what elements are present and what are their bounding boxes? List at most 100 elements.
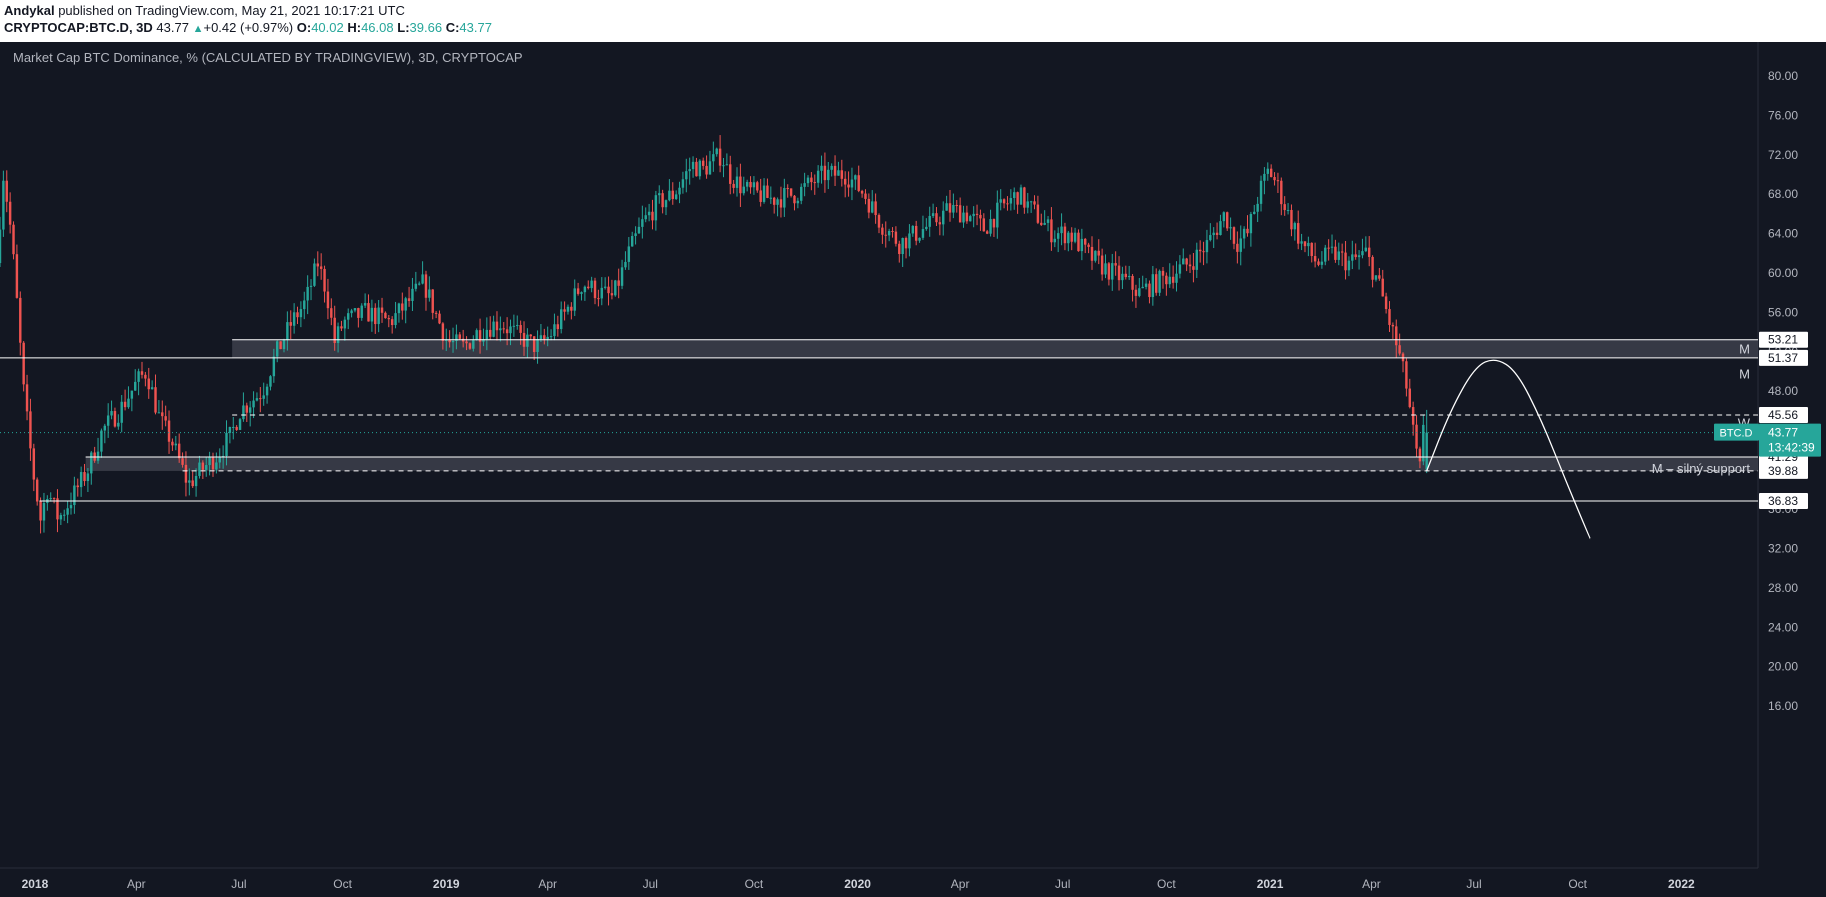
candle-body xyxy=(526,334,529,347)
candle-body xyxy=(394,313,397,326)
candle-body xyxy=(563,309,566,312)
price-tag-box xyxy=(1759,423,1821,457)
candle-body xyxy=(100,430,103,452)
candle-body xyxy=(884,234,887,236)
candle-body xyxy=(1107,263,1111,280)
candle-body xyxy=(1131,275,1134,290)
candle-body xyxy=(42,502,46,521)
candle-body xyxy=(908,233,911,249)
candle-body xyxy=(252,400,255,408)
candle-body xyxy=(1286,209,1290,211)
candle-body xyxy=(762,185,766,202)
candle-body xyxy=(1033,201,1036,205)
candle-body xyxy=(576,288,580,294)
candle-body xyxy=(843,178,847,185)
level-price-box xyxy=(1759,407,1808,424)
candle-body xyxy=(796,200,800,204)
candle-body xyxy=(52,498,56,500)
y-tick-label: 60.00 xyxy=(1768,266,1798,280)
price-tag-countdown: 13:42:39 xyxy=(1768,441,1815,455)
candle-body xyxy=(0,229,2,264)
candle-body xyxy=(1002,199,1006,204)
candle-body xyxy=(1340,251,1344,253)
candle-body xyxy=(925,226,928,230)
candle-body xyxy=(83,472,86,482)
candle-body xyxy=(590,280,593,289)
candle-body xyxy=(847,184,850,188)
candle-body xyxy=(658,193,661,196)
candle-body xyxy=(729,164,732,184)
candle-body xyxy=(597,298,600,300)
candle-body xyxy=(1087,244,1090,247)
candle-body xyxy=(201,462,205,470)
level-price-text: 39.88 xyxy=(1768,464,1798,478)
candle-body xyxy=(942,210,945,225)
level-price-box xyxy=(1759,331,1808,348)
candle-body xyxy=(1192,266,1195,270)
symbol-tag-text: BTC.D xyxy=(1720,428,1753,440)
candle-body xyxy=(150,387,154,390)
level-price-label: 39.88 xyxy=(1759,462,1808,479)
candle-body xyxy=(485,329,489,340)
close-label: C: xyxy=(445,20,460,35)
candle-body xyxy=(1307,242,1310,247)
projection-arc xyxy=(1426,359,1591,540)
candle-body xyxy=(451,340,455,343)
candle-body xyxy=(113,411,117,427)
candle-body xyxy=(1351,254,1354,261)
candle-body xyxy=(756,182,759,191)
candle-body xyxy=(174,443,178,446)
candle-body xyxy=(123,401,127,408)
candle-body xyxy=(465,341,468,344)
candle-body xyxy=(255,398,259,401)
candle-body xyxy=(1019,187,1023,205)
level-price-text: 45.56 xyxy=(1768,408,1798,422)
candle-body xyxy=(32,448,36,480)
candle-body xyxy=(380,307,384,313)
x-tick-label: Apr xyxy=(1362,877,1381,891)
candle-body xyxy=(783,188,786,208)
candle-body xyxy=(921,229,925,238)
candle-body xyxy=(914,225,918,241)
candle-body xyxy=(1040,222,1043,225)
candle-body xyxy=(1070,232,1073,242)
candle-body xyxy=(691,161,695,170)
y-tick-label: 28.00 xyxy=(1768,581,1798,595)
candle-body xyxy=(607,286,610,294)
candle-body xyxy=(269,376,272,387)
candle-body xyxy=(147,378,150,390)
candle-body xyxy=(789,188,793,196)
candle-body xyxy=(1381,278,1384,297)
candle-body xyxy=(1209,235,1212,241)
candle-body xyxy=(1053,238,1057,243)
x-tick-label: Oct xyxy=(745,877,764,891)
candle-body xyxy=(985,231,989,234)
candle-body xyxy=(296,312,299,318)
price-chart[interactable]: 16.0020.0024.0028.0032.0036.0040.0044.00… xyxy=(0,42,1826,897)
candle-body xyxy=(1009,198,1013,204)
candle-body xyxy=(330,308,333,318)
candle-body xyxy=(1239,238,1242,252)
candle-body xyxy=(1104,263,1107,275)
candle-body xyxy=(1405,361,1408,389)
candle-body xyxy=(864,193,867,199)
candle-body xyxy=(387,318,391,320)
candle-body xyxy=(103,425,107,431)
candle-body xyxy=(441,323,445,341)
candle-body xyxy=(279,341,282,350)
candle-body xyxy=(935,213,938,223)
candle-body xyxy=(448,339,451,343)
candle-body xyxy=(1117,265,1121,281)
author-name[interactable]: Andykal xyxy=(4,3,55,18)
candle-body xyxy=(779,199,783,208)
candle-body xyxy=(512,325,516,327)
candle-body xyxy=(1242,228,1246,239)
candle-body xyxy=(488,329,492,337)
candle-body xyxy=(1354,254,1357,258)
candle-body xyxy=(482,339,485,342)
candle-body xyxy=(536,339,539,352)
candle-body xyxy=(938,222,942,225)
candle-body xyxy=(384,312,387,319)
candle-body xyxy=(347,313,350,320)
candle-body xyxy=(248,407,252,413)
